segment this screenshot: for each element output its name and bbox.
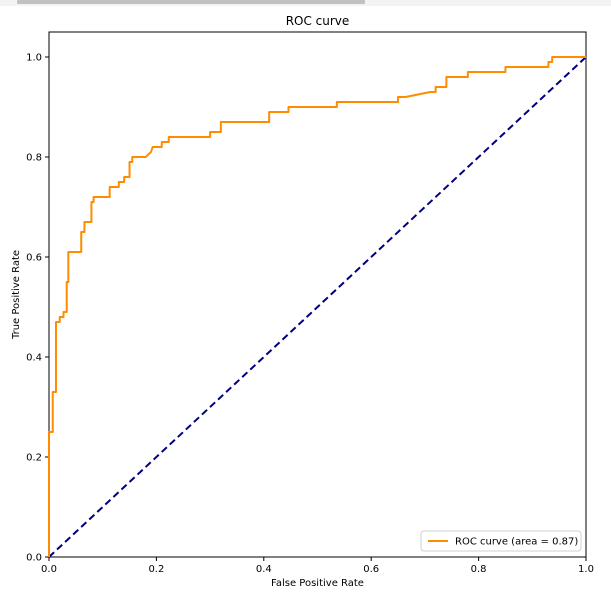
y-tick-label: 0.6 bbox=[26, 253, 42, 264]
y-tick-label: 0.2 bbox=[26, 453, 42, 464]
x-axis-label: False Positive Rate bbox=[271, 578, 364, 589]
legend-box bbox=[420, 530, 582, 552]
y-tick-label: 0.8 bbox=[26, 153, 42, 164]
x-tick-label: 0.0 bbox=[41, 564, 57, 575]
plot-area bbox=[48, 31, 587, 558]
x-tick-label: 1.0 bbox=[578, 564, 594, 575]
chance-line bbox=[48, 56, 587, 558]
roc-curve-line bbox=[48, 56, 586, 557]
horizontal-scrollbar[interactable] bbox=[0, 0, 611, 6]
y-axis: 0.0 0.2 0.4 0.6 0.8 1.0 bbox=[26, 53, 49, 564]
scrollbar-thumb[interactable] bbox=[17, 0, 365, 4]
y-tick-label: 0.4 bbox=[26, 353, 42, 364]
series-layer bbox=[48, 56, 587, 558]
y-tick-label: 1.0 bbox=[26, 53, 42, 64]
x-tick-label: 0.8 bbox=[471, 564, 487, 575]
x-axis: 0.0 0.2 0.4 0.6 0.8 1.0 bbox=[41, 557, 594, 575]
x-tick-label: 0.6 bbox=[363, 564, 379, 575]
legend: ROC curve (area = 0.87) bbox=[420, 530, 582, 552]
y-tick-label: 0.0 bbox=[26, 553, 42, 564]
x-tick-label: 0.2 bbox=[148, 564, 164, 575]
x-tick-label: 0.4 bbox=[256, 564, 272, 575]
y-axis-label: True Positive Rate bbox=[11, 250, 22, 340]
chart-title: ROC curve bbox=[286, 14, 350, 28]
legend-label: ROC curve (area = 0.87) bbox=[455, 537, 578, 548]
